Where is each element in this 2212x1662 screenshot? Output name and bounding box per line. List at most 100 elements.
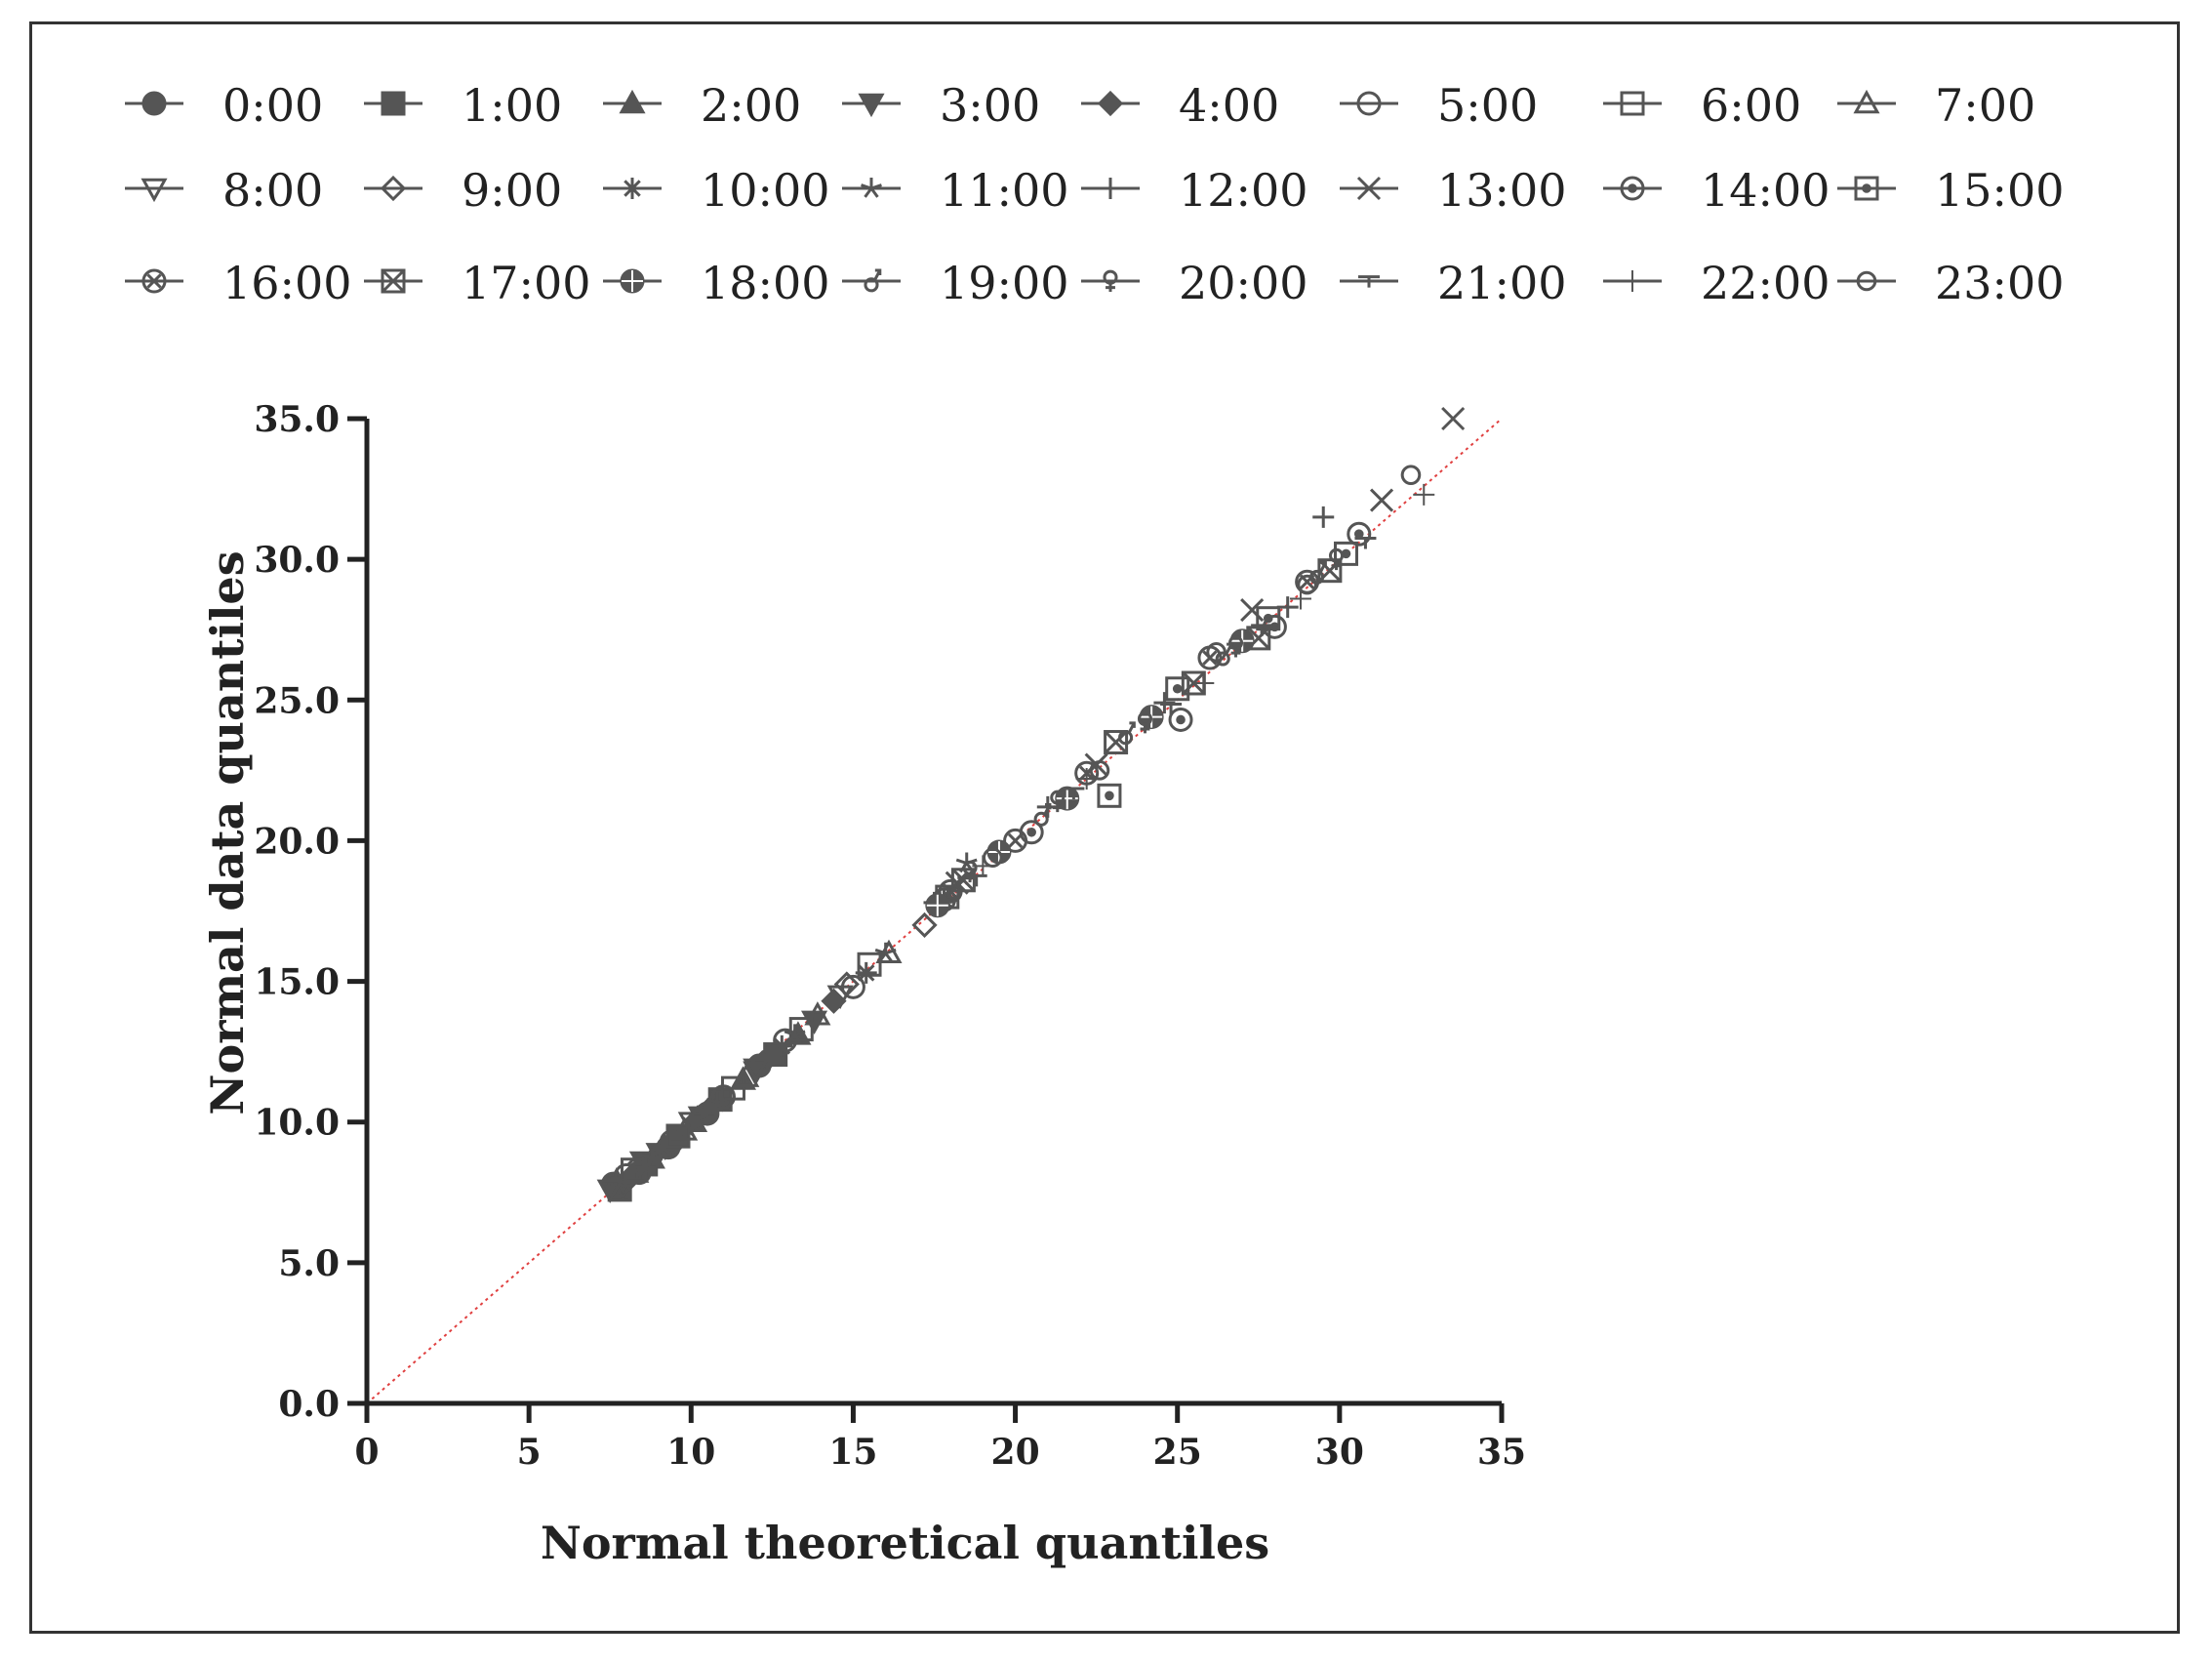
data-point	[983, 847, 1003, 869]
legend-marker-icon	[1853, 89, 1880, 114]
x-axis-title: Normal theoretical quantiles	[541, 1517, 1269, 1569]
legend-marker-icon	[622, 178, 643, 199]
data-point	[804, 1001, 831, 1026]
y-tick-label: 35.0	[254, 399, 340, 440]
data-point	[833, 971, 860, 997]
legend-marker-icon	[619, 89, 646, 114]
data-point	[771, 1034, 793, 1057]
data-point	[1240, 597, 1265, 623]
chart-frame: 0:00 1:00 2:00 3:00 4:00 5:00 6:00 7:00 8:00 9:00…	[29, 21, 2180, 1634]
x-tick-label: 20	[991, 1432, 1040, 1473]
legend-item: 5:00	[1340, 79, 1538, 132]
legend-marker-icon	[1356, 176, 1382, 201]
legend-item: 10:00	[603, 164, 830, 217]
legend-label: 2:00	[701, 79, 801, 132]
legend-marker-icon	[381, 268, 406, 294]
data-points	[596, 406, 1466, 1203]
legend-item: 3:00	[842, 79, 1040, 132]
data-point	[1117, 721, 1136, 746]
y-tick-label: 15.0	[254, 962, 340, 1003]
data-point	[1137, 710, 1153, 734]
data-point	[720, 1075, 745, 1101]
data-point	[1369, 488, 1394, 512]
data-point	[1354, 536, 1377, 549]
legend-label: 0:00	[222, 79, 323, 132]
data-point	[733, 1063, 760, 1087]
y-tick-label: 20.0	[254, 821, 340, 862]
data-point	[855, 961, 877, 984]
y-tick-label: 10.0	[254, 1103, 340, 1144]
legend-label: 18:00	[701, 257, 830, 309]
legend-marker-icon	[1358, 275, 1380, 288]
legend-label: 6:00	[1701, 79, 1801, 132]
legend-label: 13:00	[1437, 164, 1567, 217]
legend-marker-icon	[864, 268, 882, 293]
legend-item: 20:00	[1081, 257, 1308, 309]
legend-item: 1:00	[364, 79, 562, 132]
x-tick-label: 25	[1153, 1432, 1202, 1473]
data-point	[1168, 707, 1193, 732]
legend-marker-icon	[1620, 91, 1645, 116]
qq-plot-chart: 0:00 1:00 2:00 3:00 4:00 5:00 6:00 7:00 8:00 9:00…	[125, 79, 2065, 1569]
data-point	[1192, 671, 1215, 694]
legend-label: 21:00	[1437, 257, 1567, 309]
data-point	[1297, 574, 1317, 595]
legend-label: 23:00	[1935, 257, 2065, 309]
legend-marker-icon	[1620, 176, 1645, 201]
legend-marker-icon	[381, 91, 406, 116]
y-tick-label: 5.0	[278, 1243, 340, 1284]
data-point	[665, 1123, 691, 1149]
legend-marker-icon	[858, 93, 885, 118]
data-point	[614, 1162, 639, 1188]
data-point	[705, 1091, 728, 1113]
data-point	[693, 1103, 715, 1125]
data-point	[1312, 506, 1335, 528]
legend-marker-icon	[141, 91, 167, 116]
legend-item: 7:00	[1837, 79, 2035, 132]
data-point	[788, 1017, 814, 1042]
legend-label: 20:00	[1179, 257, 1308, 309]
legend-label: 5:00	[1437, 79, 1538, 132]
y-tick-label: 25.0	[254, 680, 340, 721]
legend-label: 17:00	[462, 257, 591, 309]
legend-marker-icon	[141, 268, 167, 294]
legend-item: 4:00	[1081, 79, 1279, 132]
y-axis-ticks: 0.0 5.0 10.0 15.0 20.0 25.0 30.0 35.0	[254, 399, 367, 1425]
legend-marker-icon	[620, 268, 645, 294]
legend-item: 6:00	[1603, 79, 1801, 132]
legend-label: 22:00	[1701, 257, 1830, 309]
data-point	[1328, 547, 1345, 571]
data-point	[945, 875, 964, 900]
data-point	[1160, 703, 1183, 715]
legend-item: 21:00	[1340, 257, 1567, 309]
data-point	[1251, 624, 1273, 636]
data-point	[1276, 596, 1299, 619]
data-point	[1050, 790, 1066, 813]
legend-marker-icon	[141, 178, 168, 203]
legend-item: 15:00	[1837, 164, 2065, 217]
legend-marker-icon	[1622, 270, 1643, 292]
legend-label: 15:00	[1935, 164, 2065, 217]
data-point	[874, 942, 897, 963]
legend-marker-icon	[1097, 90, 1124, 117]
legend-item: 12:00	[1081, 164, 1308, 217]
legend-marker-icon	[861, 178, 882, 198]
x-axis-ticks: 0 5 10 15 20 25 30 35	[354, 1403, 1526, 1473]
y-tick-label: 30.0	[254, 540, 340, 581]
legend-item: 8:00	[125, 164, 323, 217]
data-point	[749, 1050, 776, 1076]
data-point	[1033, 802, 1052, 827]
legend-label: 10:00	[701, 164, 830, 217]
legend-label: 12:00	[1179, 164, 1308, 217]
legend-item: 17:00	[364, 257, 591, 309]
legend-label: 7:00	[1935, 79, 2035, 132]
legend-label: 9:00	[462, 164, 562, 217]
legend-item: 23:00	[1837, 257, 2065, 309]
legend-item: 18:00	[603, 257, 830, 309]
x-tick-label: 10	[666, 1432, 715, 1473]
legend-marker-icon	[1100, 178, 1121, 199]
x-tick-label: 35	[1477, 1432, 1526, 1473]
legend-item: 14:00	[1603, 164, 1830, 217]
data-point	[1227, 635, 1244, 658]
legend-item: 16:00	[125, 257, 352, 309]
